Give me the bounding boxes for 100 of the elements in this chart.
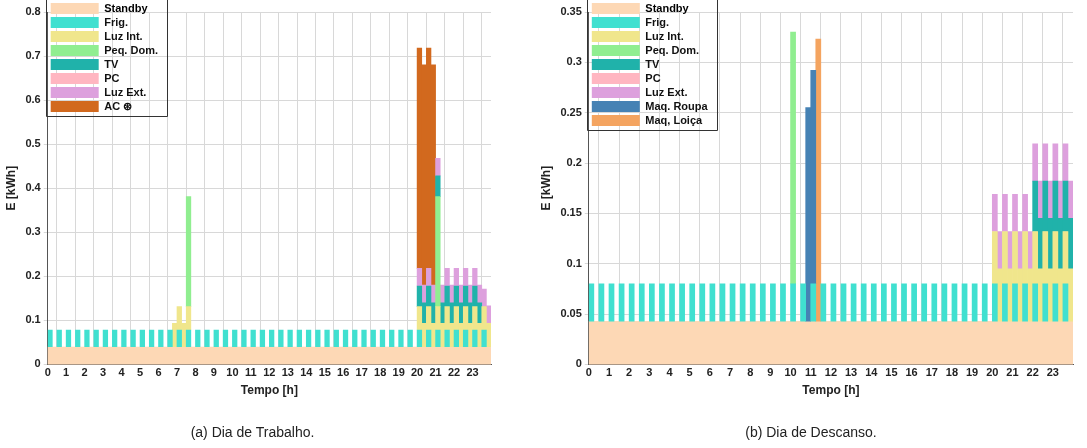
bar (1002, 283, 1008, 322)
bar (638, 283, 645, 322)
x-tick-label: 6 (706, 366, 713, 379)
x-tick-label: 7 (726, 366, 734, 379)
x-tick-label: 21 (429, 366, 442, 379)
bar (1032, 283, 1039, 322)
x-tick-label: 3 (646, 366, 653, 379)
bar (1032, 143, 1039, 182)
y-tick-label: 0.15 (560, 206, 582, 219)
y-tick-label: 0.05 (560, 307, 582, 320)
x-tick-label: 9 (210, 366, 217, 379)
x-tick-label: 23 (466, 366, 479, 379)
bar (891, 283, 897, 322)
bar (426, 329, 432, 348)
legend-label: AC ⊛ (104, 99, 133, 112)
bar (112, 329, 118, 348)
x-tick-label: 13 (844, 366, 858, 379)
x-tick-label: 0 (44, 366, 51, 379)
bar (669, 283, 675, 322)
bar (628, 283, 635, 322)
legend-label: Luz Int. (645, 29, 684, 42)
bar (93, 329, 99, 348)
bar (148, 329, 155, 348)
bar (649, 283, 655, 322)
bar (870, 283, 877, 322)
y-tick-label: 0.6 (25, 93, 41, 106)
bar (800, 283, 807, 322)
x-tick-label: 7 (173, 366, 181, 379)
x-tick-label: 10 (226, 366, 239, 379)
x-tick-label: 14 (300, 366, 314, 379)
bar (1042, 143, 1049, 182)
legend-label: Maq, Loiça (645, 113, 704, 126)
x-tick-label: 9 (767, 366, 774, 379)
x-tick-label: 15 (318, 366, 331, 379)
x-tick-label: 1 (63, 366, 70, 379)
bar (1042, 283, 1049, 322)
bar (462, 329, 469, 348)
bar (1022, 283, 1028, 322)
bar (1067, 180, 1073, 219)
legend-label: Peq. Dom. (104, 43, 158, 56)
bar (407, 329, 413, 348)
bar (780, 283, 786, 322)
bar (435, 196, 441, 308)
x-tick-label: 22 (447, 366, 461, 379)
bar (749, 283, 756, 322)
y-tick-label: 0.2 (25, 269, 41, 282)
bar (481, 329, 487, 348)
legend-label: Frig. (104, 15, 129, 28)
bar (1052, 283, 1059, 322)
bar (342, 329, 349, 348)
text: (a) Dia de Trabalho. (189, 424, 316, 440)
legend-label: Peq. Dom. (645, 43, 700, 56)
legend-label: TV (104, 57, 119, 70)
bar (102, 329, 109, 348)
x-tick-label: 16 (905, 366, 918, 379)
bar (222, 329, 229, 348)
bar (1012, 193, 1018, 232)
bar (1022, 193, 1028, 232)
bar (250, 329, 256, 348)
bar (269, 329, 275, 348)
x-tick-label: 17 (355, 366, 368, 379)
x-axis-title: Tempo [h] (240, 383, 298, 398)
legend-label: Maq. Roupa (645, 99, 709, 112)
x-axis-title: Tempo [h] (802, 383, 860, 398)
y-tick-label: 0.25 (560, 105, 582, 118)
bar (287, 329, 293, 348)
bar (398, 329, 404, 348)
bar (130, 329, 136, 348)
x-tick-label: 20 (410, 366, 424, 379)
y-tick-label: 0 (575, 357, 582, 370)
x-tick-label: 6 (155, 366, 162, 379)
bar (921, 283, 928, 322)
bar (158, 329, 164, 348)
legend-label: Luz Int. (104, 29, 143, 42)
x-tick-label: 8 (192, 366, 199, 379)
bar (204, 329, 210, 348)
x-tick-label: 22 (1026, 366, 1039, 379)
bar (65, 329, 72, 348)
bar (167, 329, 173, 348)
x-tick-label: 17 (925, 366, 938, 379)
x-tick-label: 10 (784, 366, 797, 379)
bar (139, 329, 145, 348)
x-tick-label: 1 (605, 366, 613, 379)
bar (296, 329, 302, 348)
x-tick-label: 5 (136, 366, 144, 379)
x-tick-label: 18 (945, 366, 959, 379)
bar (679, 283, 685, 322)
y-axis-title: E [kWh] (538, 165, 553, 211)
bar (176, 329, 182, 348)
bar (435, 157, 441, 177)
bar (185, 329, 192, 348)
y-tick-label: 0.7 (25, 49, 41, 62)
bar (259, 329, 266, 348)
y-tick-label: 0 (34, 357, 41, 370)
x-tick-label: 12 (263, 366, 276, 379)
text: (b) Dia de Descanso. (744, 424, 878, 440)
bar (75, 329, 81, 348)
legend-label: Luz Ext. (104, 85, 147, 98)
bar (121, 329, 127, 348)
bar (241, 329, 247, 348)
